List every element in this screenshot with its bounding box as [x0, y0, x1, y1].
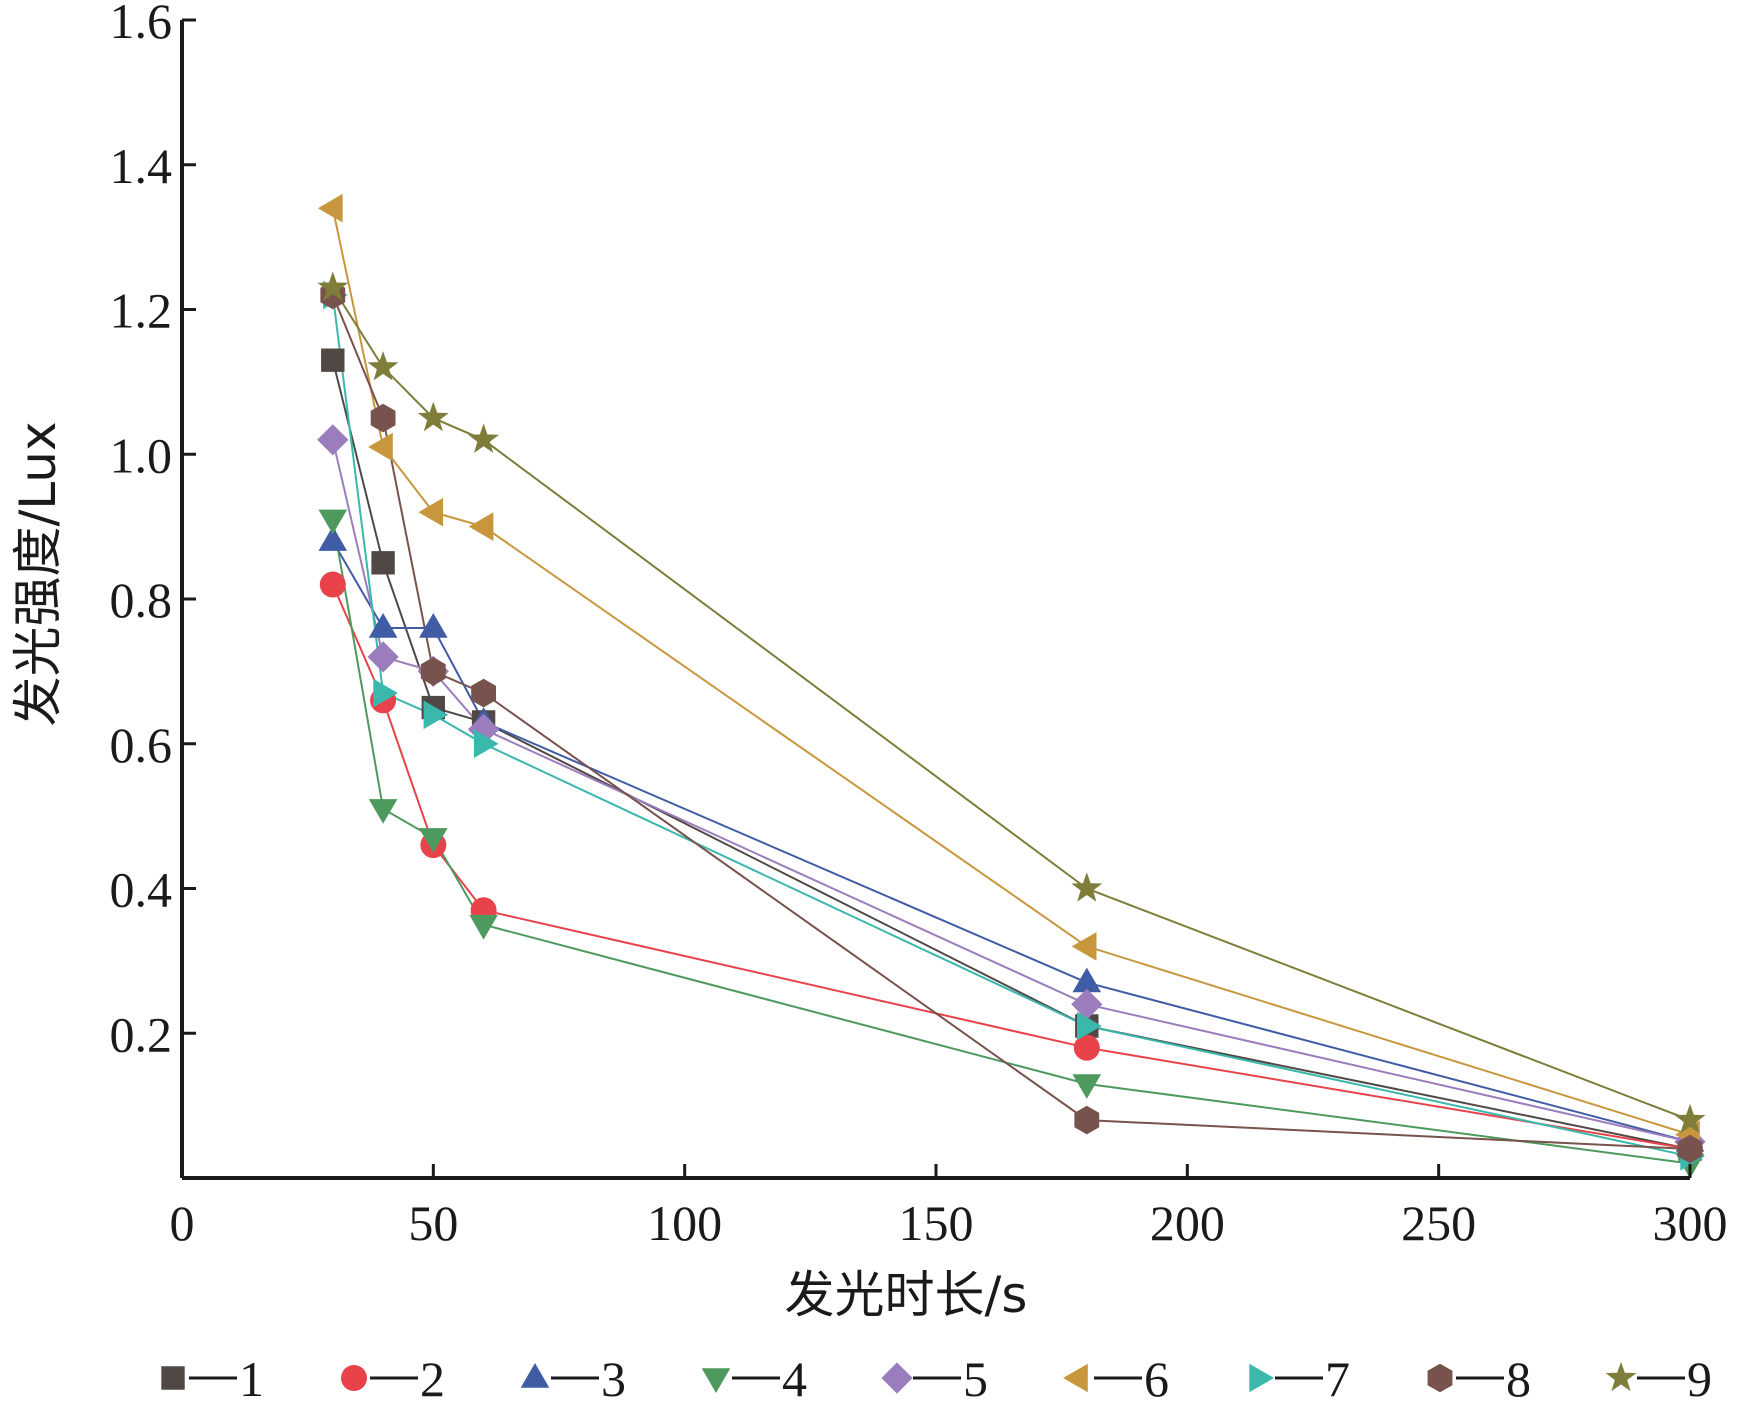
x-tick-label-50: 50 [408, 1195, 458, 1251]
y-tick-label-0.2: 0.2 [110, 1006, 173, 1062]
y-axis-title: 发光强度/Lux [9, 421, 67, 726]
legend-marker-8 [1427, 1363, 1453, 1393]
series-4-point-2 [368, 799, 398, 824]
legend-item-7: 7 [1249, 1351, 1350, 1402]
legend-item-9: 9 [1605, 1351, 1712, 1402]
legend-marker-3 [520, 1363, 550, 1388]
x-tick-label-200: 200 [1150, 1195, 1225, 1251]
series-line-1 [331, 359, 1691, 1150]
series-9-point-6 [1674, 1103, 1706, 1134]
x-tick-label-300: 300 [1653, 1195, 1728, 1251]
legend-item-3: 3 [520, 1351, 626, 1402]
series-6-point-5 [1071, 932, 1097, 961]
series-9-point-1 [317, 271, 349, 301]
legend-label-9: 9 [1687, 1351, 1712, 1402]
y-tick-label-0.8: 0.8 [110, 572, 173, 628]
series-6-point-4 [468, 512, 494, 541]
series-line-3 [331, 540, 1691, 1143]
legend-marker-2 [341, 1365, 367, 1391]
legend-item-4: 4 [701, 1351, 807, 1402]
series-7-point-2 [373, 678, 398, 708]
series-4-point-4 [469, 914, 498, 940]
legend-label-6: 6 [1144, 1351, 1169, 1402]
legend-marker-9 [1605, 1361, 1637, 1392]
series-5-point-2 [367, 641, 399, 673]
series-line-5 [331, 439, 1691, 1143]
legend-marker-6 [1063, 1363, 1088, 1393]
legend-item-2: 2 [341, 1351, 445, 1402]
y-tick-label-1.2: 1.2 [110, 283, 173, 339]
legend-label-2: 2 [420, 1351, 445, 1402]
legend-label-7: 7 [1325, 1351, 1350, 1402]
legend-marker-5 [881, 1362, 913, 1394]
series-lines [331, 207, 1691, 1165]
series-line-4 [331, 519, 1691, 1165]
axes [180, 18, 1692, 1180]
series-4-point-1 [318, 509, 348, 535]
y-tick-label-1.4: 1.4 [110, 138, 173, 194]
series-9-point-2 [367, 351, 399, 381]
series-9-point-5 [1071, 872, 1103, 902]
series-8-point-5 [1074, 1105, 1100, 1135]
legend-marker-7 [1249, 1363, 1274, 1393]
y-tick-label-0.6: 0.6 [110, 717, 173, 773]
series-9-point-3 [417, 401, 449, 432]
series-6-point-2 [368, 432, 393, 462]
series-7-point-5 [1077, 1011, 1102, 1041]
series-3-point-2 [368, 613, 398, 638]
legend-item-8: 8 [1427, 1351, 1531, 1402]
series-1-point-1 [321, 348, 345, 372]
series-line-9 [331, 287, 1691, 1122]
legend-label-1: 1 [239, 1351, 264, 1402]
legend-item-1: 1 [161, 1351, 264, 1402]
series-line-7 [331, 294, 1691, 1158]
series-3-point-1 [318, 526, 348, 551]
series-8-point-2 [370, 403, 396, 433]
x-tick-label-150: 150 [899, 1195, 974, 1251]
series-2-point-5 [1073, 1034, 1100, 1061]
x-tick-label-100: 100 [647, 1195, 722, 1251]
series-line-8 [331, 294, 1691, 1150]
series-2-point-1 [319, 571, 346, 598]
legend-label-3: 3 [601, 1351, 626, 1402]
legend: 1 2 3 4 5 6 7 8 9 [161, 1351, 1712, 1402]
series-5-point-5 [1071, 988, 1103, 1020]
tick-labels: 0 50 100 150 200 250 300 0.2 0.4 0.6 0.8 1.0 1.2 1.4 1… [110, 0, 1728, 1251]
legend-marker-4 [701, 1368, 731, 1393]
series-9-point-4 [468, 423, 500, 453]
series-4-point-3 [419, 828, 448, 853]
y-tick-label-1.0: 1.0 [110, 427, 173, 483]
legend-label-8: 8 [1506, 1351, 1531, 1402]
y-tick-label-0.4: 0.4 [110, 862, 173, 918]
series-6-point-1 [317, 193, 343, 223]
legend-marker-1 [161, 1366, 185, 1390]
series-3-point-3 [419, 613, 448, 638]
series-8-point-3 [420, 657, 446, 686]
series-5-point-1 [317, 424, 349, 456]
series-markers [317, 193, 1706, 1179]
series-8-point-6 [1677, 1134, 1703, 1164]
y-tick-label-1.6: 1.6 [110, 0, 173, 49]
series-8-point-4 [471, 678, 496, 708]
legend-label-5: 5 [963, 1351, 988, 1402]
series-line-6 [331, 207, 1691, 1136]
legend-item-6: 6 [1063, 1351, 1169, 1402]
x-tick-label-0: 0 [170, 1195, 195, 1251]
legend-item-5: 5 [881, 1351, 988, 1402]
series-5-point-4 [468, 713, 500, 745]
series-1-point-2 [371, 551, 395, 575]
series-7-point-4 [473, 729, 499, 758]
x-tick-label-250: 250 [1401, 1195, 1476, 1251]
legend-label-4: 4 [782, 1351, 807, 1402]
series-6-point-3 [418, 497, 444, 527]
series-4-point-5 [1072, 1074, 1102, 1099]
series-7-point-3 [423, 700, 449, 730]
x-axis-title: 发光时长/s [785, 1266, 1028, 1324]
series-3-point-5 [1072, 967, 1102, 993]
